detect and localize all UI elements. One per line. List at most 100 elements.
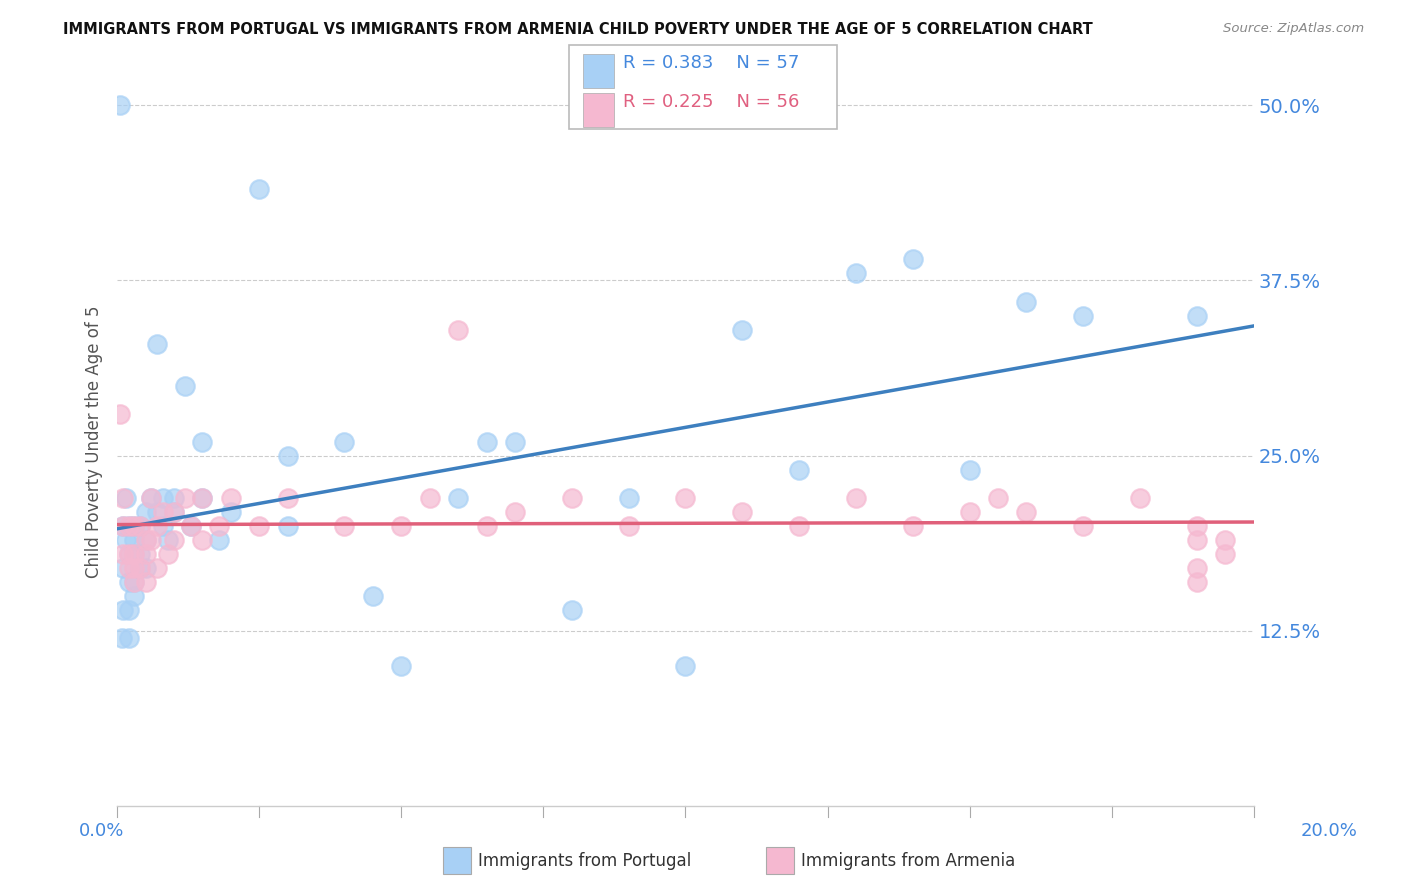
Text: Immigrants from Portugal: Immigrants from Portugal xyxy=(478,852,692,870)
Point xyxy=(180,518,202,533)
Point xyxy=(108,407,131,421)
Point xyxy=(122,547,145,561)
Point xyxy=(731,504,754,518)
Point xyxy=(180,518,202,533)
Point xyxy=(122,547,145,561)
Point xyxy=(117,602,139,616)
Point xyxy=(117,631,139,645)
Point xyxy=(1185,309,1208,323)
Point xyxy=(129,560,152,574)
Point xyxy=(1015,504,1038,518)
Point xyxy=(174,491,197,505)
Point xyxy=(675,658,697,673)
Point xyxy=(135,533,157,547)
Point xyxy=(111,518,134,533)
Point xyxy=(675,491,697,505)
Point xyxy=(117,518,139,533)
Point xyxy=(503,434,526,449)
Point xyxy=(163,533,186,547)
Point xyxy=(475,518,498,533)
Point xyxy=(122,518,145,533)
Point xyxy=(108,98,131,112)
Point xyxy=(561,491,583,505)
Point xyxy=(475,434,498,449)
Point xyxy=(1185,560,1208,574)
Point xyxy=(361,589,384,603)
Point xyxy=(163,491,186,505)
Point xyxy=(1185,574,1208,589)
Point xyxy=(277,491,299,505)
Point xyxy=(447,322,470,336)
Point xyxy=(135,560,157,574)
Point xyxy=(157,547,180,561)
Point xyxy=(901,252,924,267)
Y-axis label: Child Poverty Under the Age of 5: Child Poverty Under the Age of 5 xyxy=(86,305,103,578)
Point xyxy=(129,518,152,533)
Point xyxy=(114,533,136,547)
Point xyxy=(111,491,134,505)
Point xyxy=(122,589,145,603)
Point xyxy=(987,491,1010,505)
Point xyxy=(389,658,412,673)
Point xyxy=(146,336,169,351)
Point xyxy=(111,560,134,574)
Point xyxy=(787,518,810,533)
Text: Immigrants from Armenia: Immigrants from Armenia xyxy=(801,852,1015,870)
Point xyxy=(1129,491,1152,505)
Point xyxy=(122,574,145,589)
Point xyxy=(117,547,139,561)
Point xyxy=(191,491,214,505)
Point xyxy=(191,491,214,505)
Point xyxy=(1213,547,1236,561)
Point xyxy=(141,533,163,547)
Point xyxy=(219,504,242,518)
Point xyxy=(208,533,231,547)
Point xyxy=(117,574,139,589)
Point xyxy=(959,462,981,476)
Point xyxy=(117,547,139,561)
Point xyxy=(152,491,174,505)
Point xyxy=(247,518,270,533)
Point xyxy=(845,491,868,505)
Text: 20.0%: 20.0% xyxy=(1301,822,1357,840)
Point xyxy=(277,449,299,463)
Point xyxy=(122,560,145,574)
Point xyxy=(174,378,197,392)
Point xyxy=(191,434,214,449)
Point xyxy=(959,504,981,518)
Point xyxy=(1071,309,1094,323)
Text: IMMIGRANTS FROM PORTUGAL VS IMMIGRANTS FROM ARMENIA CHILD POVERTY UNDER THE AGE : IMMIGRANTS FROM PORTUGAL VS IMMIGRANTS F… xyxy=(63,22,1092,37)
Point xyxy=(208,518,231,533)
Point xyxy=(111,631,134,645)
Point xyxy=(146,504,169,518)
Point xyxy=(111,602,134,616)
Point xyxy=(617,491,640,505)
Point xyxy=(419,491,441,505)
Point xyxy=(146,518,169,533)
Point xyxy=(141,491,163,505)
Point xyxy=(333,434,356,449)
Point xyxy=(333,518,356,533)
Point xyxy=(157,533,180,547)
Point xyxy=(129,560,152,574)
Text: R = 0.225    N = 56: R = 0.225 N = 56 xyxy=(623,93,799,111)
Point xyxy=(389,518,412,533)
Point xyxy=(845,267,868,281)
Point xyxy=(111,547,134,561)
Point xyxy=(122,574,145,589)
Point xyxy=(135,547,157,561)
Point xyxy=(787,462,810,476)
Point xyxy=(122,533,145,547)
Point xyxy=(731,322,754,336)
Point xyxy=(117,560,139,574)
Point xyxy=(146,560,169,574)
Point xyxy=(503,504,526,518)
Point xyxy=(247,182,270,196)
Point xyxy=(114,491,136,505)
Point xyxy=(1015,294,1038,309)
Point xyxy=(1185,533,1208,547)
Point xyxy=(135,533,157,547)
Point xyxy=(111,518,134,533)
Point xyxy=(561,602,583,616)
Point xyxy=(191,533,214,547)
